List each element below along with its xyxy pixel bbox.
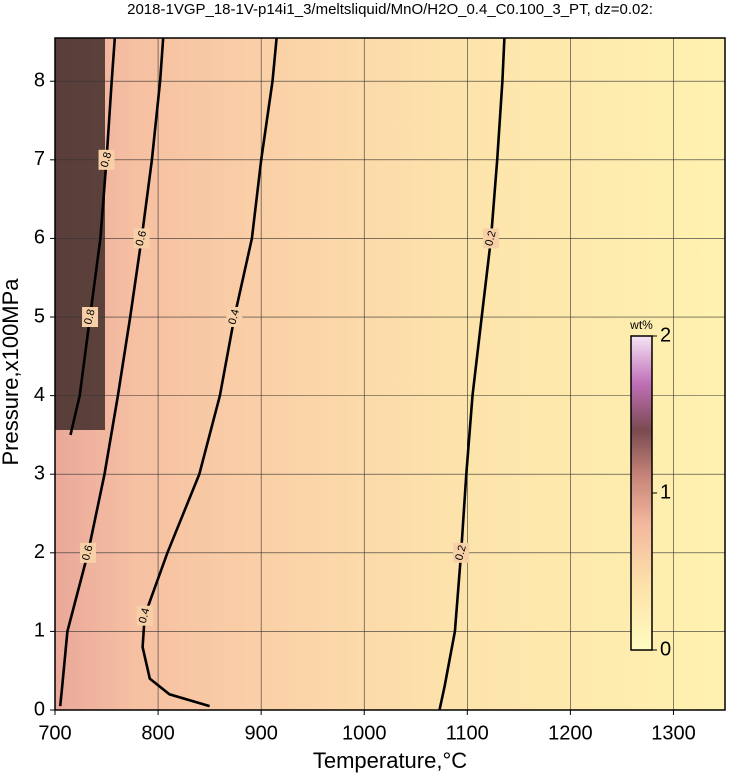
x-axis-label: Temperature,°C [313,748,467,773]
x-tick-label: 700 [38,722,71,744]
colorbar-tick-label: 2 [660,324,671,346]
contour-label: 0.4 [226,308,242,326]
plot-field [55,38,725,710]
chart-title: 2018-1VGP_18-1V-p14i1_3/meltsliquid/MnO/… [127,1,653,18]
contour-label-bg [98,149,115,170]
contour-label: 0.8 [99,151,115,169]
colorbar-tick-label: 0 [660,638,671,660]
x-tick-label: 1300 [651,722,696,744]
y-tick-label: 5 [34,305,45,327]
contour-label-bg [453,542,470,563]
contour-label: 0.2 [453,544,469,562]
x-tick-label: 900 [244,722,277,744]
contour-label-bg [136,605,153,626]
colorbar [630,335,653,651]
y-tick-label: 0 [34,698,45,720]
y-tick-label: 1 [34,620,45,642]
contour-label: 0.2 [483,229,499,247]
contour-label: 0.8 [82,308,98,326]
y-tick-label: 6 [34,227,45,249]
plot-frame [54,37,726,711]
y-axis-label: Pressure,x100MPa [0,278,23,466]
contour-line [69,37,117,436]
contour-label-bg [226,307,243,328]
y-tick-label: 2 [34,541,45,563]
colorbar-label: wt% [629,318,653,332]
y-tick-label: 3 [34,462,45,484]
contour-label-bg [82,307,99,328]
contour-label: 0.4 [137,607,153,625]
contour-line [141,37,278,708]
contour-label: 0.6 [134,229,150,247]
y-tick-label: 4 [34,384,45,406]
y-tick-label: 8 [34,70,45,92]
contour-line [438,37,506,711]
x-tick-label: 1100 [446,722,489,744]
x-tick-label: 1000 [342,722,387,744]
contour-label-bg [483,228,500,249]
x-tick-label: 800 [141,722,174,744]
contour-label: 0.6 [80,544,96,562]
colorbar-tick-label: 1 [660,481,671,503]
contour-label-bg [133,228,150,249]
plot-field-dark [55,38,105,430]
x-tick-label: 1200 [548,722,593,744]
contour-line [58,37,165,707]
y-tick-label: 7 [34,148,45,170]
contour-label-bg [79,542,96,563]
